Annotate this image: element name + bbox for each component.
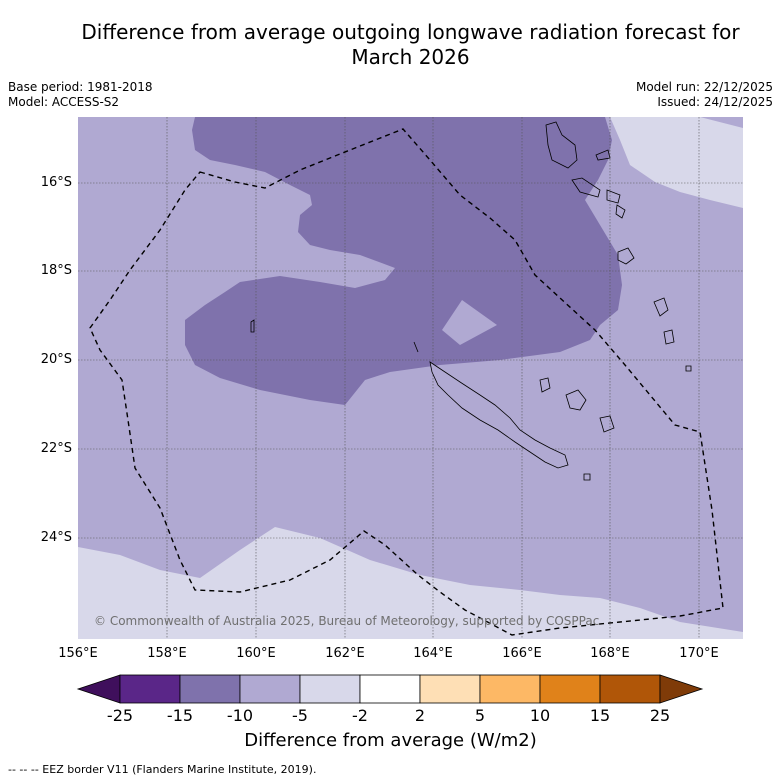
ouvea-island <box>539 377 551 393</box>
colorbar-label-8: 15 <box>589 706 611 725</box>
anomaly-hole <box>442 300 497 345</box>
lon-tick-170e: 170°E <box>679 646 719 661</box>
colorbar <box>76 674 704 704</box>
anomaly-band-minus2-2-northeast <box>610 117 743 208</box>
tanna-island <box>653 297 669 317</box>
colorbar-extend-low <box>76 674 121 704</box>
lon-tick-168e: 168°E <box>590 646 630 661</box>
colorbar-label-0: -25 <box>106 706 134 725</box>
lat-tick-16s: 16°S <box>40 175 72 190</box>
eez-legend: -- -- -- EEZ border V11 (Flanders Marine… <box>8 763 317 776</box>
vanuatu-island-1 <box>595 149 611 161</box>
mare-island <box>599 415 615 433</box>
meta-left: Base period: 1981-2018 Model: ACCESS-S2 <box>8 80 153 110</box>
issued-date: Issued: 24/12/2025 <box>657 95 773 109</box>
colorbar-seg-8 <box>539 674 601 704</box>
lat-tick-20s: 20°S <box>40 352 72 367</box>
lon-tick-158e: 158°E <box>147 646 187 661</box>
malekula-island <box>571 177 601 198</box>
colorbar-seg-9 <box>599 674 661 704</box>
title-line-2: March 2026 <box>351 45 470 69</box>
colorbar-seg-3 <box>239 674 301 704</box>
colorbar-label-6: 5 <box>474 706 486 725</box>
belep-island <box>413 341 419 353</box>
map-title: Difference from average outgoing longwav… <box>40 20 781 70</box>
colorbar-label-4: -2 <box>352 706 368 725</box>
base-period: Base period: 1981-2018 <box>8 80 153 94</box>
colorbar-label-9: 25 <box>649 706 671 725</box>
aneityum-island <box>663 329 675 345</box>
colorbar-seg-2 <box>179 674 241 704</box>
vanuatu-island-2 <box>606 189 621 204</box>
colorbar-seg-5 <box>359 674 421 704</box>
colorbar-title: Difference from average (W/m2) <box>244 730 537 751</box>
vanuatu-island-3 <box>615 204 626 219</box>
title-line-1: Difference from average outgoing longwav… <box>81 20 740 44</box>
anomaly-band-minus2-2-south <box>78 527 743 639</box>
colorbar-label-2: -10 <box>226 706 254 725</box>
eez-border <box>89 128 724 636</box>
isle-of-pines <box>583 473 591 481</box>
colorbar-label-7: 10 <box>529 706 551 725</box>
lon-tick-162e: 162°E <box>325 646 365 661</box>
colorbar-label-1: -15 <box>166 706 194 725</box>
anomaly-band-minus10-minus5 <box>185 117 622 405</box>
lon-tick-166e: 166°E <box>502 646 542 661</box>
lat-tick-22s: 22°S <box>40 441 72 456</box>
espiritu-santo-island <box>545 121 578 169</box>
efate-island <box>617 247 635 265</box>
lat-tick-24s: 24°S <box>40 530 72 545</box>
colorbar-label-3: -5 <box>292 706 308 725</box>
vanuatu-island-4 <box>685 365 692 372</box>
colorbar-seg-1 <box>119 674 181 704</box>
lifou-island <box>565 389 587 411</box>
copyright: © Commonwealth of Australia 2025, Bureau… <box>94 614 600 628</box>
colorbar-extend-high <box>659 674 704 704</box>
map-area <box>78 117 743 639</box>
small-reef <box>250 319 255 333</box>
meta-right: Model run: 22/12/2025 Issued: 24/12/2025 <box>636 80 773 110</box>
lon-tick-160e: 160°E <box>236 646 276 661</box>
new-caledonia-island <box>429 361 569 469</box>
model-run: Model run: 22/12/2025 <box>635 80 773 94</box>
model-name: Model: ACCESS-S2 <box>8 95 120 109</box>
colorbar-seg-6 <box>419 674 481 704</box>
lon-tick-164e: 164°E <box>413 646 453 661</box>
lon-tick-156e: 156°E <box>58 646 98 661</box>
lat-tick-18s: 18°S <box>40 263 72 278</box>
gridlines <box>78 117 743 639</box>
colorbar-label-5: 2 <box>414 706 426 725</box>
colorbar-seg-4 <box>299 674 361 704</box>
colorbar-seg-7 <box>479 674 541 704</box>
